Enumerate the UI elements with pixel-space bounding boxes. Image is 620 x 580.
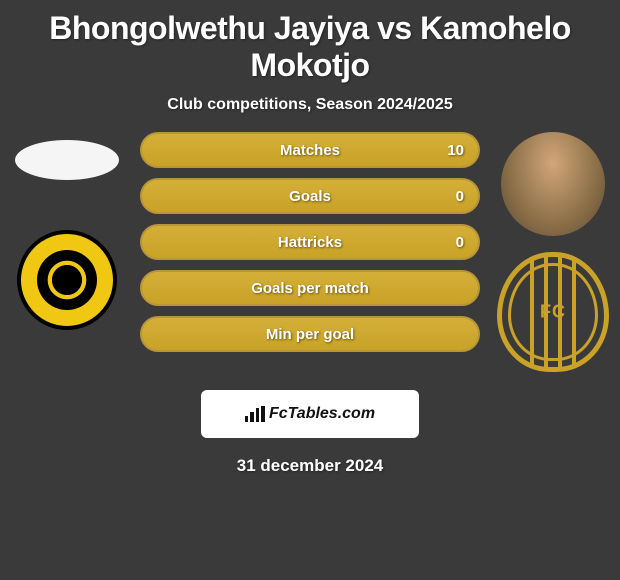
stat-bars: Matches 10 Goals 0 Hattricks 0 Goals per… (140, 132, 480, 352)
stat-label: Min per goal (266, 326, 354, 343)
stat-bar-matches: Matches 10 (140, 132, 480, 168)
stat-label: Goals per match (251, 280, 369, 297)
stat-label: Hattricks (278, 234, 342, 251)
tfc-logo-icon: FC (497, 252, 609, 372)
snapshot-date: 31 december 2024 (0, 438, 620, 494)
page-title: Bhongolwethu Jayiya vs Kamohelo Mokotjo (0, 0, 620, 88)
branding-card[interactable]: FcTables.com (201, 390, 419, 438)
stat-value-right: 0 (456, 188, 464, 205)
stat-bar-goals: Goals 0 (140, 178, 480, 214)
stat-value-right: 10 (447, 142, 464, 159)
player-avatar-left (15, 140, 119, 180)
branding-text: FcTables.com (269, 405, 375, 423)
left-player-column (12, 132, 122, 330)
stat-value-right: 0 (456, 234, 464, 251)
stat-bar-min-per-goal: Min per goal (140, 316, 480, 352)
chart-icon (245, 406, 265, 422)
stat-bar-hattricks: Hattricks 0 (140, 224, 480, 260)
kaizer-chiefs-logo-icon (17, 230, 117, 330)
comparison-content: Matches 10 Goals 0 Hattricks 0 Goals per… (0, 132, 620, 372)
page-subtitle: Club competitions, Season 2024/2025 (0, 88, 620, 132)
stat-bar-goals-per-match: Goals per match (140, 270, 480, 306)
stat-label: Goals (289, 188, 331, 205)
player-avatar-right (501, 132, 605, 236)
stat-label: Matches (280, 142, 340, 159)
right-player-column: FC (498, 132, 608, 372)
